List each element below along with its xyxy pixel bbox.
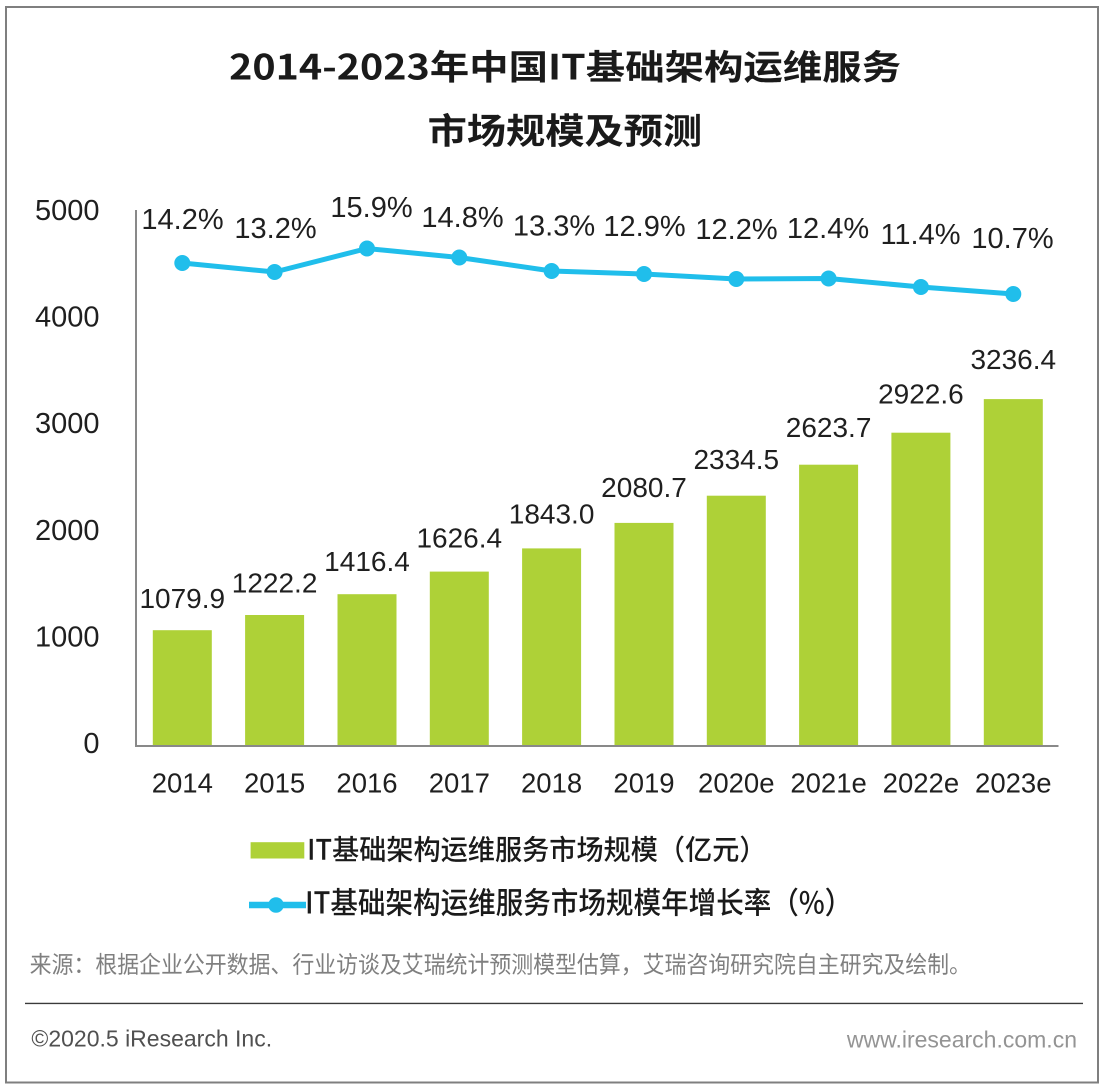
svg-text:©2020.5 iResearch Inc.: ©2020.5 iResearch Inc. [31,1026,272,1052]
svg-text:12.4%: 12.4% [787,213,869,245]
svg-text:2334.5: 2334.5 [693,444,779,475]
svg-text:2021e: 2021e [790,768,866,799]
svg-text:2080.7: 2080.7 [601,472,687,503]
svg-text:2000: 2000 [35,515,100,547]
svg-text:15.9%: 15.9% [330,192,412,224]
svg-text:12.2%: 12.2% [695,214,777,246]
svg-text:1626.4: 1626.4 [416,523,502,554]
svg-text:14.8%: 14.8% [421,202,503,234]
svg-text:2016: 2016 [336,768,397,799]
svg-text:2922.6: 2922.6 [878,379,964,410]
svg-text:2623.7: 2623.7 [786,412,872,443]
svg-text:2017: 2017 [429,768,490,799]
svg-text:10.7%: 10.7% [971,223,1053,255]
svg-text:2020e: 2020e [698,768,774,799]
svg-text:3000: 3000 [35,408,100,440]
svg-text:13.3%: 13.3% [513,211,595,243]
svg-text:1000: 1000 [35,621,100,653]
svg-text:2018: 2018 [521,768,582,799]
svg-text:2023e: 2023e [975,768,1051,799]
svg-text:2022e: 2022e [883,768,959,799]
svg-text:12.9%: 12.9% [603,211,685,243]
svg-text:4000: 4000 [35,302,100,334]
svg-text:1079.9: 1079.9 [139,583,225,614]
svg-text:www.iresearch.com.cn: www.iresearch.com.cn [846,1027,1077,1053]
svg-text:1222.2: 1222.2 [232,567,318,598]
svg-text:2014: 2014 [152,768,213,799]
svg-text:13.2%: 13.2% [234,213,316,245]
svg-text:1416.4: 1416.4 [324,546,410,577]
svg-text:1843.0: 1843.0 [509,498,595,529]
svg-text:2019: 2019 [613,768,674,799]
svg-text:3236.4: 3236.4 [970,344,1056,375]
svg-text:0: 0 [83,728,99,760]
svg-text:5000: 5000 [35,195,100,227]
svg-text:14.2%: 14.2% [141,204,223,236]
svg-text:2015: 2015 [244,768,305,799]
svg-text:11.4%: 11.4% [880,219,960,251]
